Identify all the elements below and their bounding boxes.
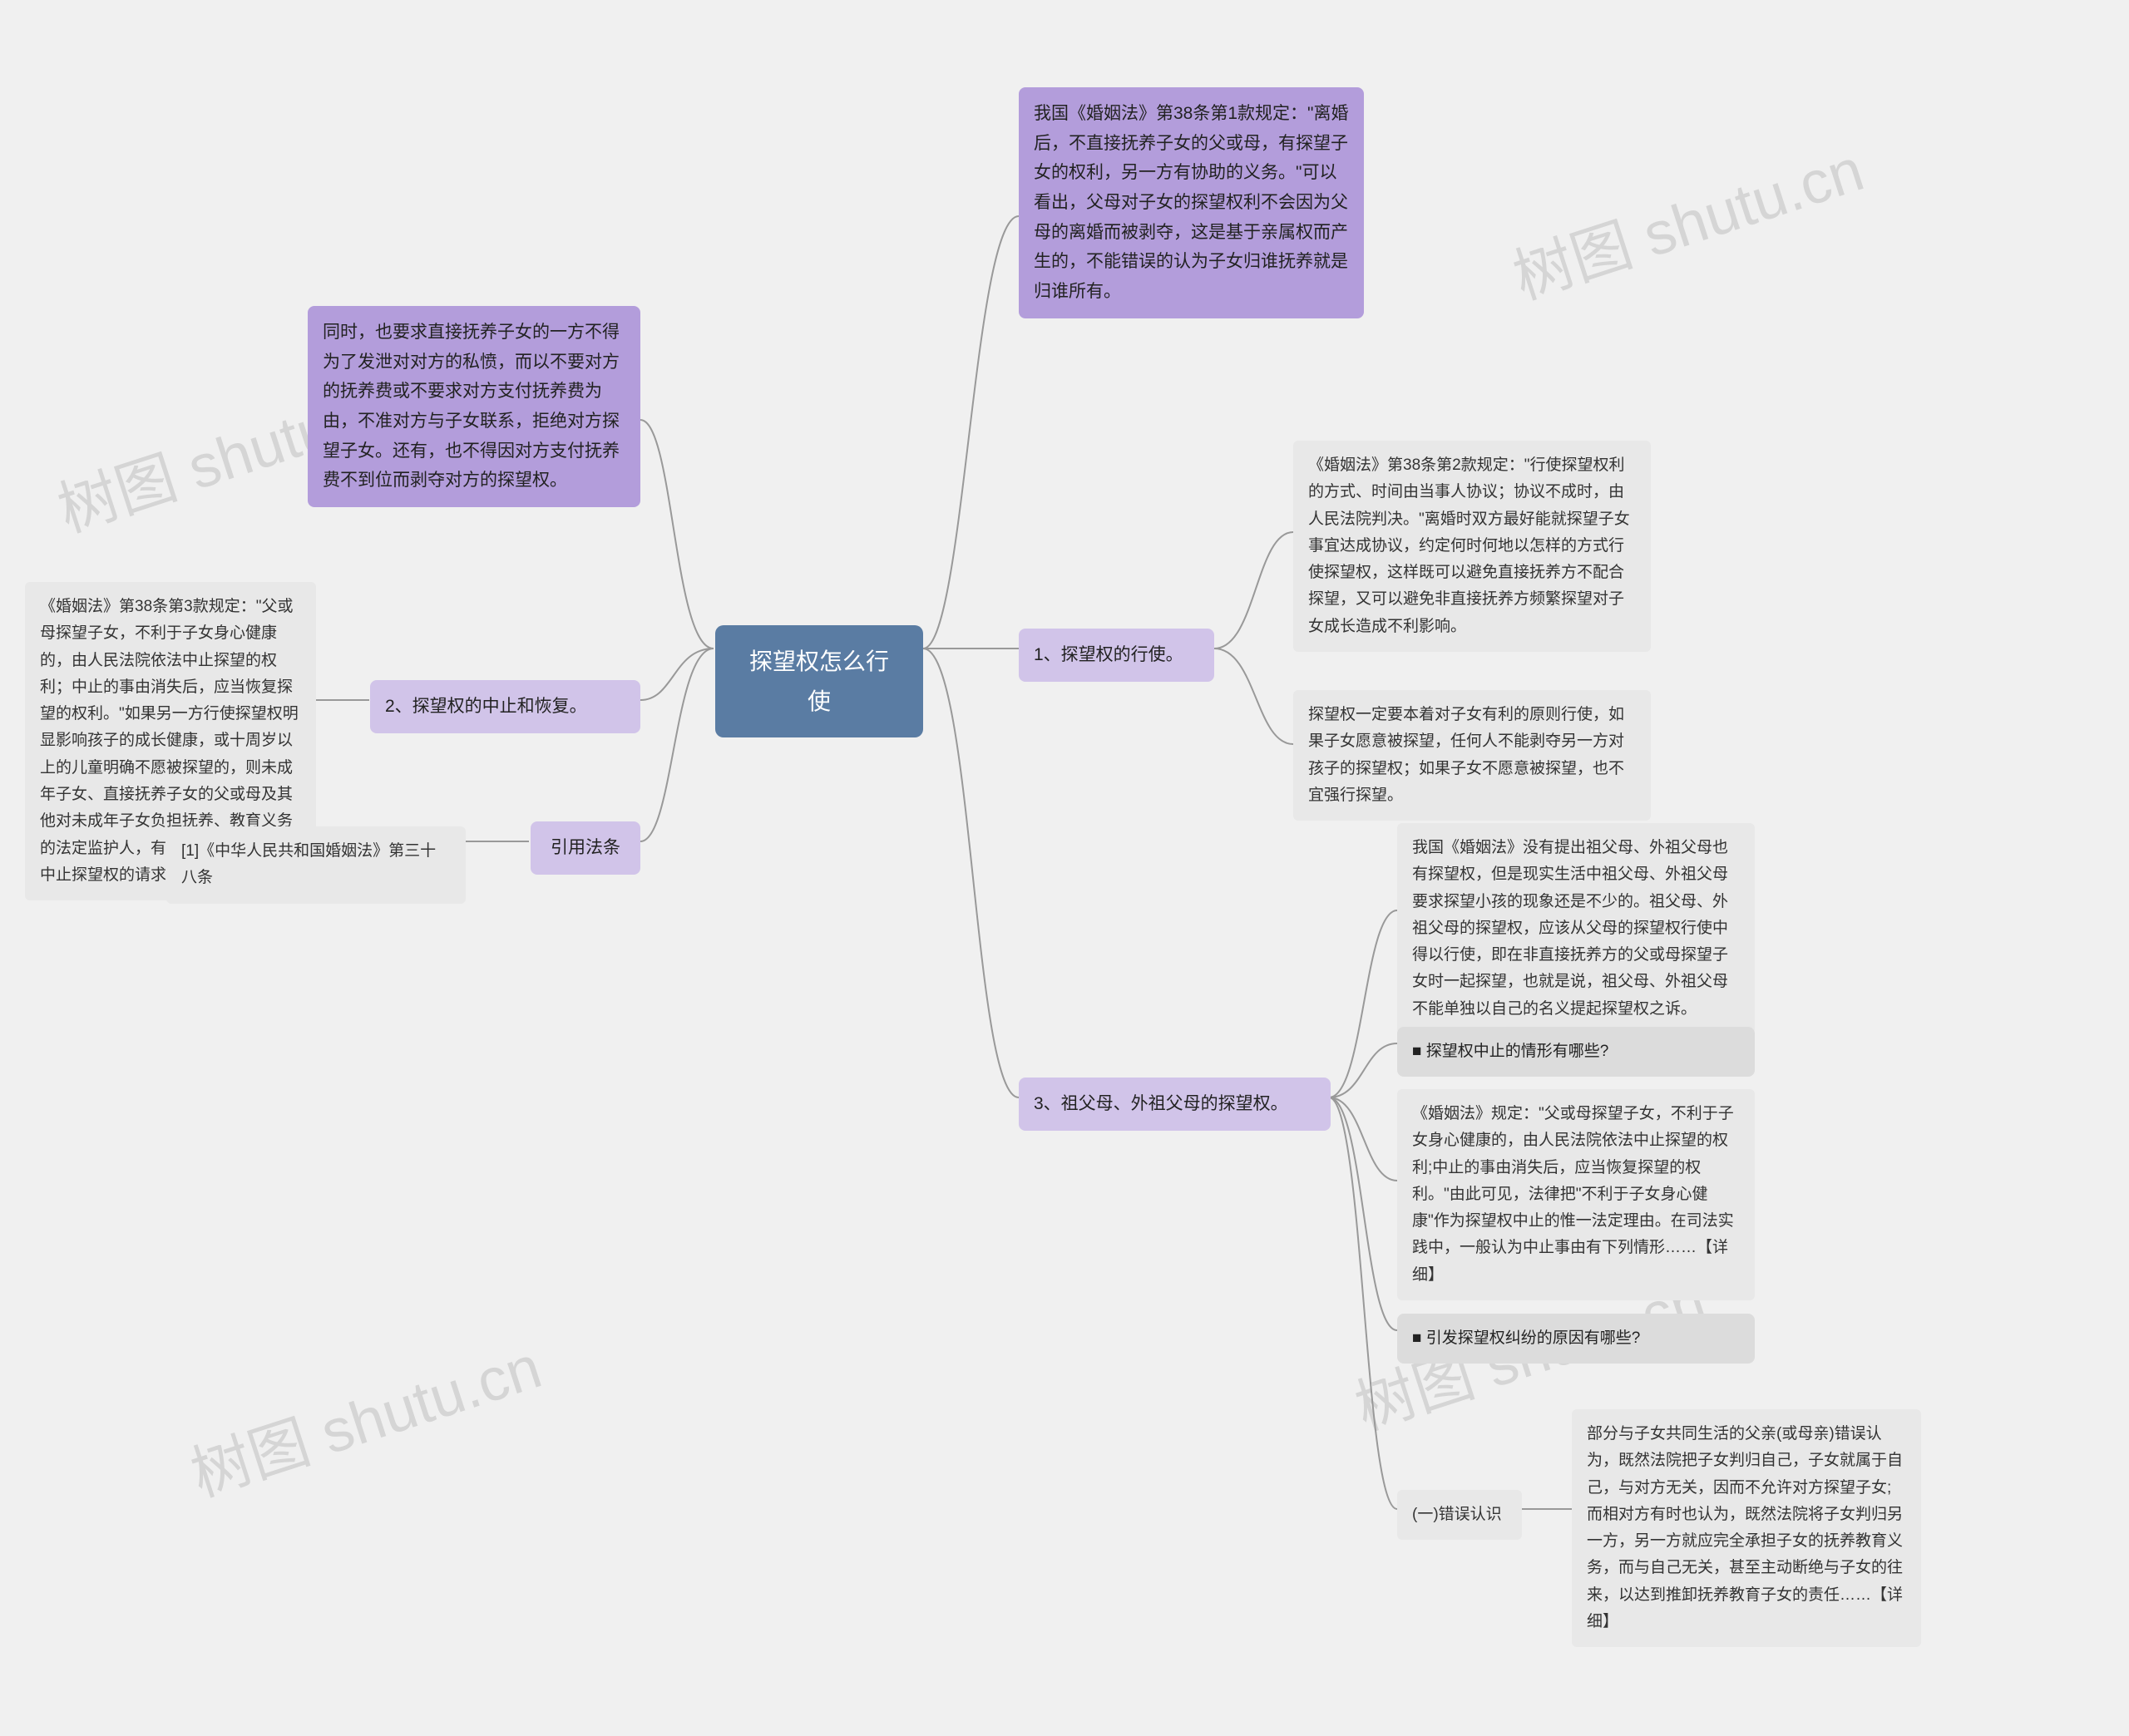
watermark: 树图 shutu.cn — [1500, 121, 1872, 316]
right-purple-note: 我国《婚姻法》第38条第1款规定："离婚后，不直接抚养子女的父或母，有探望子女的… — [1019, 87, 1364, 318]
right-branch-3[interactable]: 3、祖父母、外祖父母的探望权。 — [1019, 1078, 1331, 1131]
right-branch-3-detail-4: ■ 引发探望权纠纷的原因有哪些? — [1397, 1314, 1755, 1364]
left-purple-note: 同时，也要求直接抚养子女的一方不得为了发泄对对方的私愤，而以不要对方的抚养费或不… — [308, 306, 640, 507]
left-branch-2[interactable]: 2、探望权的中止和恢复。 — [370, 680, 640, 733]
right-branch-3-sub-label[interactable]: (一)错误认识 — [1397, 1490, 1522, 1540]
left-branch-cite-detail: [1]《中华人民共和国婚姻法》第三十八条 — [166, 826, 466, 904]
root-node[interactable]: 探望权怎么行使 — [715, 625, 923, 737]
right-branch-1-detail-1: 《婚姻法》第38条第2款规定："行使探望权利的方式、时间由当事人协议；协议不成时… — [1293, 441, 1651, 652]
left-branch-cite[interactable]: 引用法条 — [531, 821, 640, 875]
right-branch-3-detail-2: ■ 探望权中止的情形有哪些? — [1397, 1027, 1755, 1077]
watermark: 树图 shutu.cn — [178, 1318, 550, 1513]
right-branch-3-detail-1: 我国《婚姻法》没有提出祖父母、外祖父母也有探望权，但是现实生活中祖父母、外祖父母… — [1397, 823, 1755, 1034]
right-branch-1-detail-2: 探望权一定要本着对子女有利的原则行使，如果子女愿意被探望，任何人不能剥夺另一方对… — [1293, 690, 1651, 821]
right-branch-1[interactable]: 1、探望权的行使。 — [1019, 629, 1214, 682]
right-branch-3-detail-3: 《婚姻法》规定："父或母探望子女，不利于子女身心健康的，由人民法院依法中止探望的… — [1397, 1089, 1755, 1300]
right-branch-3-sub-detail: 部分与子女共同生活的父亲(或母亲)错误认为，既然法院把子女判归自己，子女就属于自… — [1572, 1409, 1921, 1647]
